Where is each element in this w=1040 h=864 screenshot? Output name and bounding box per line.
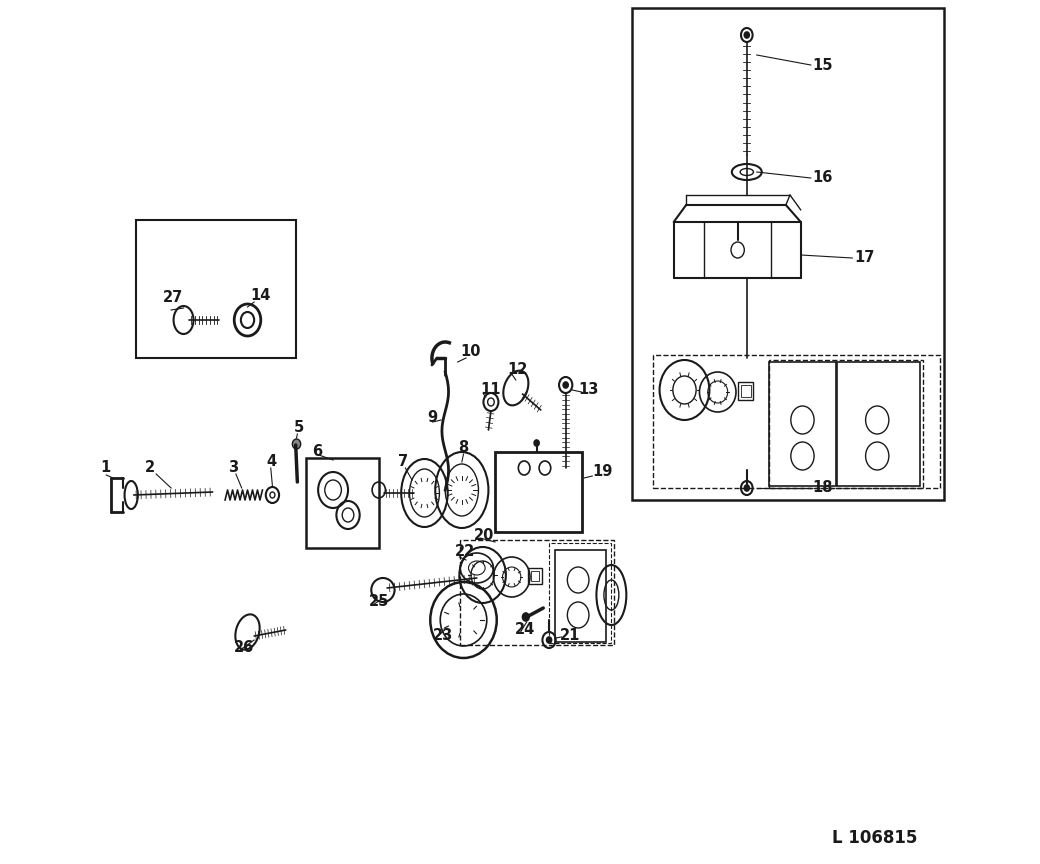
Bar: [555, 550, 606, 642]
Text: 10: 10: [460, 345, 480, 359]
Text: 13: 13: [578, 383, 599, 397]
Text: 3: 3: [228, 461, 238, 475]
Text: 12: 12: [508, 363, 528, 378]
Text: 7: 7: [398, 454, 408, 469]
Ellipse shape: [535, 440, 539, 446]
Text: 6: 6: [312, 444, 322, 460]
Bar: [738, 382, 753, 400]
Bar: [549, 543, 612, 643]
Text: 9: 9: [427, 410, 437, 425]
Text: 15: 15: [812, 58, 833, 73]
Bar: [495, 452, 582, 532]
Text: 2: 2: [145, 461, 155, 475]
Text: 16: 16: [812, 170, 833, 186]
Text: 1: 1: [101, 461, 110, 475]
Bar: [530, 571, 539, 581]
Text: 11: 11: [480, 383, 500, 397]
Text: 18: 18: [812, 480, 833, 495]
Bar: [528, 568, 542, 584]
Bar: [740, 385, 751, 397]
Text: 14: 14: [250, 288, 270, 302]
Bar: [460, 540, 614, 645]
Ellipse shape: [745, 485, 749, 491]
Ellipse shape: [564, 382, 568, 388]
Text: 4: 4: [266, 454, 277, 469]
Text: 19: 19: [592, 465, 613, 480]
Ellipse shape: [547, 637, 551, 643]
Ellipse shape: [522, 613, 529, 621]
Text: 23: 23: [433, 627, 453, 643]
Bar: [306, 458, 379, 548]
Bar: [653, 355, 939, 488]
Text: 17: 17: [854, 251, 875, 265]
Bar: [136, 220, 295, 358]
Bar: [770, 360, 922, 488]
Text: L 106815: L 106815: [832, 829, 917, 847]
Text: 27: 27: [163, 290, 183, 306]
Text: 21: 21: [560, 627, 580, 643]
Bar: [632, 8, 943, 500]
Text: 22: 22: [456, 544, 475, 560]
Bar: [770, 362, 836, 486]
Text: 20: 20: [474, 528, 495, 543]
Text: 26: 26: [233, 640, 254, 656]
Text: 24: 24: [515, 622, 536, 638]
Text: 8: 8: [458, 441, 468, 455]
Text: 25: 25: [369, 594, 389, 609]
Bar: [837, 362, 920, 486]
Ellipse shape: [745, 32, 749, 38]
Ellipse shape: [292, 439, 301, 449]
Text: 5: 5: [294, 421, 305, 435]
